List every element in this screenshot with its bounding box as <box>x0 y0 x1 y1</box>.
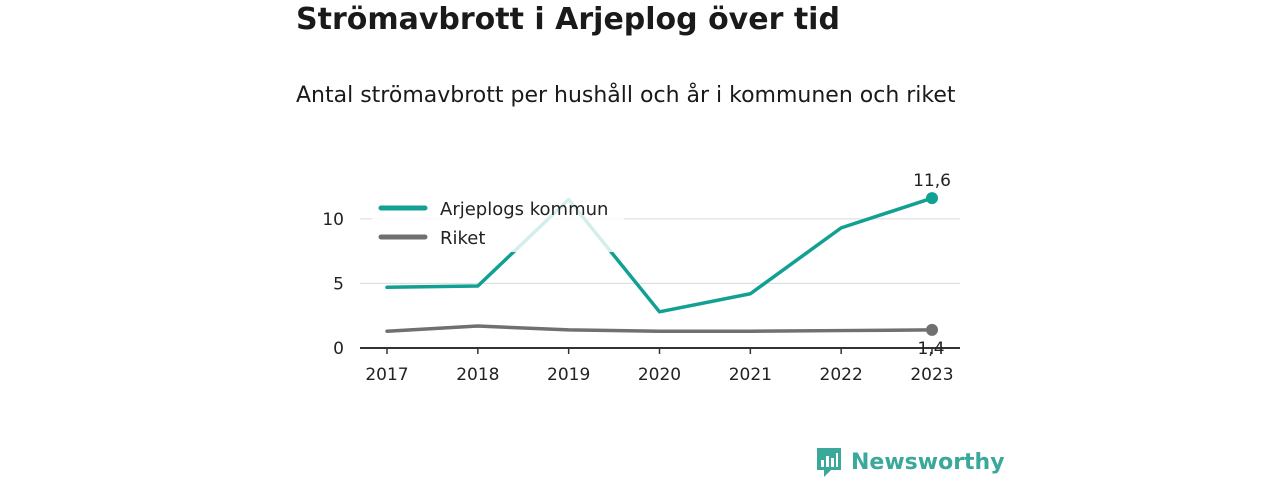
series-end-point-riket <box>926 323 938 336</box>
x-tick-label: 2017 <box>365 365 408 385</box>
line-chart: 0 5 10 2017 2018 2019 2020 2021 2022 2023 Arjeplo… <box>322 171 960 385</box>
end-value-label-arjeplog: 11,6 <box>913 171 951 191</box>
chart-subtitle: Antal strömavbrott per hushåll och år i … <box>296 83 956 108</box>
y-tick-label: 5 <box>333 274 344 294</box>
chart-title: Strömavbrott i Arjeplog över tid <box>296 2 840 37</box>
x-tick-label: 2021 <box>729 365 772 385</box>
x-tick-label: 2022 <box>820 365 863 385</box>
series-end-point-arjeplog <box>926 192 938 205</box>
brand-name: Newsworthy <box>851 449 1005 475</box>
legend-label: Arjeplogs kommun <box>440 199 608 220</box>
series-lines <box>385 192 938 336</box>
end-value-label-riket: 1,4 <box>917 339 944 359</box>
legend: Arjeplogs kommun Riket <box>372 192 624 252</box>
legend-background <box>372 192 624 252</box>
y-tick-label: 0 <box>333 339 344 359</box>
x-tick-label: 2019 <box>547 365 590 385</box>
legend-label: Riket <box>440 228 485 249</box>
brand-logo: Newsworthy <box>815 446 1005 478</box>
series-line-arjeplog <box>385 196 934 314</box>
newsworthy-bar-chart-icon <box>817 448 841 477</box>
x-tick-label: 2018 <box>456 365 499 385</box>
x-tick-label: 2023 <box>910 365 953 385</box>
series-line-riket <box>385 324 934 333</box>
axes: 0 5 10 2017 2018 2019 2020 2021 2022 2023 <box>322 210 960 385</box>
y-tick-label: 10 <box>322 210 344 230</box>
data-labels: 11,6 1,4 <box>913 171 951 359</box>
x-tick-label: 2020 <box>638 365 681 385</box>
